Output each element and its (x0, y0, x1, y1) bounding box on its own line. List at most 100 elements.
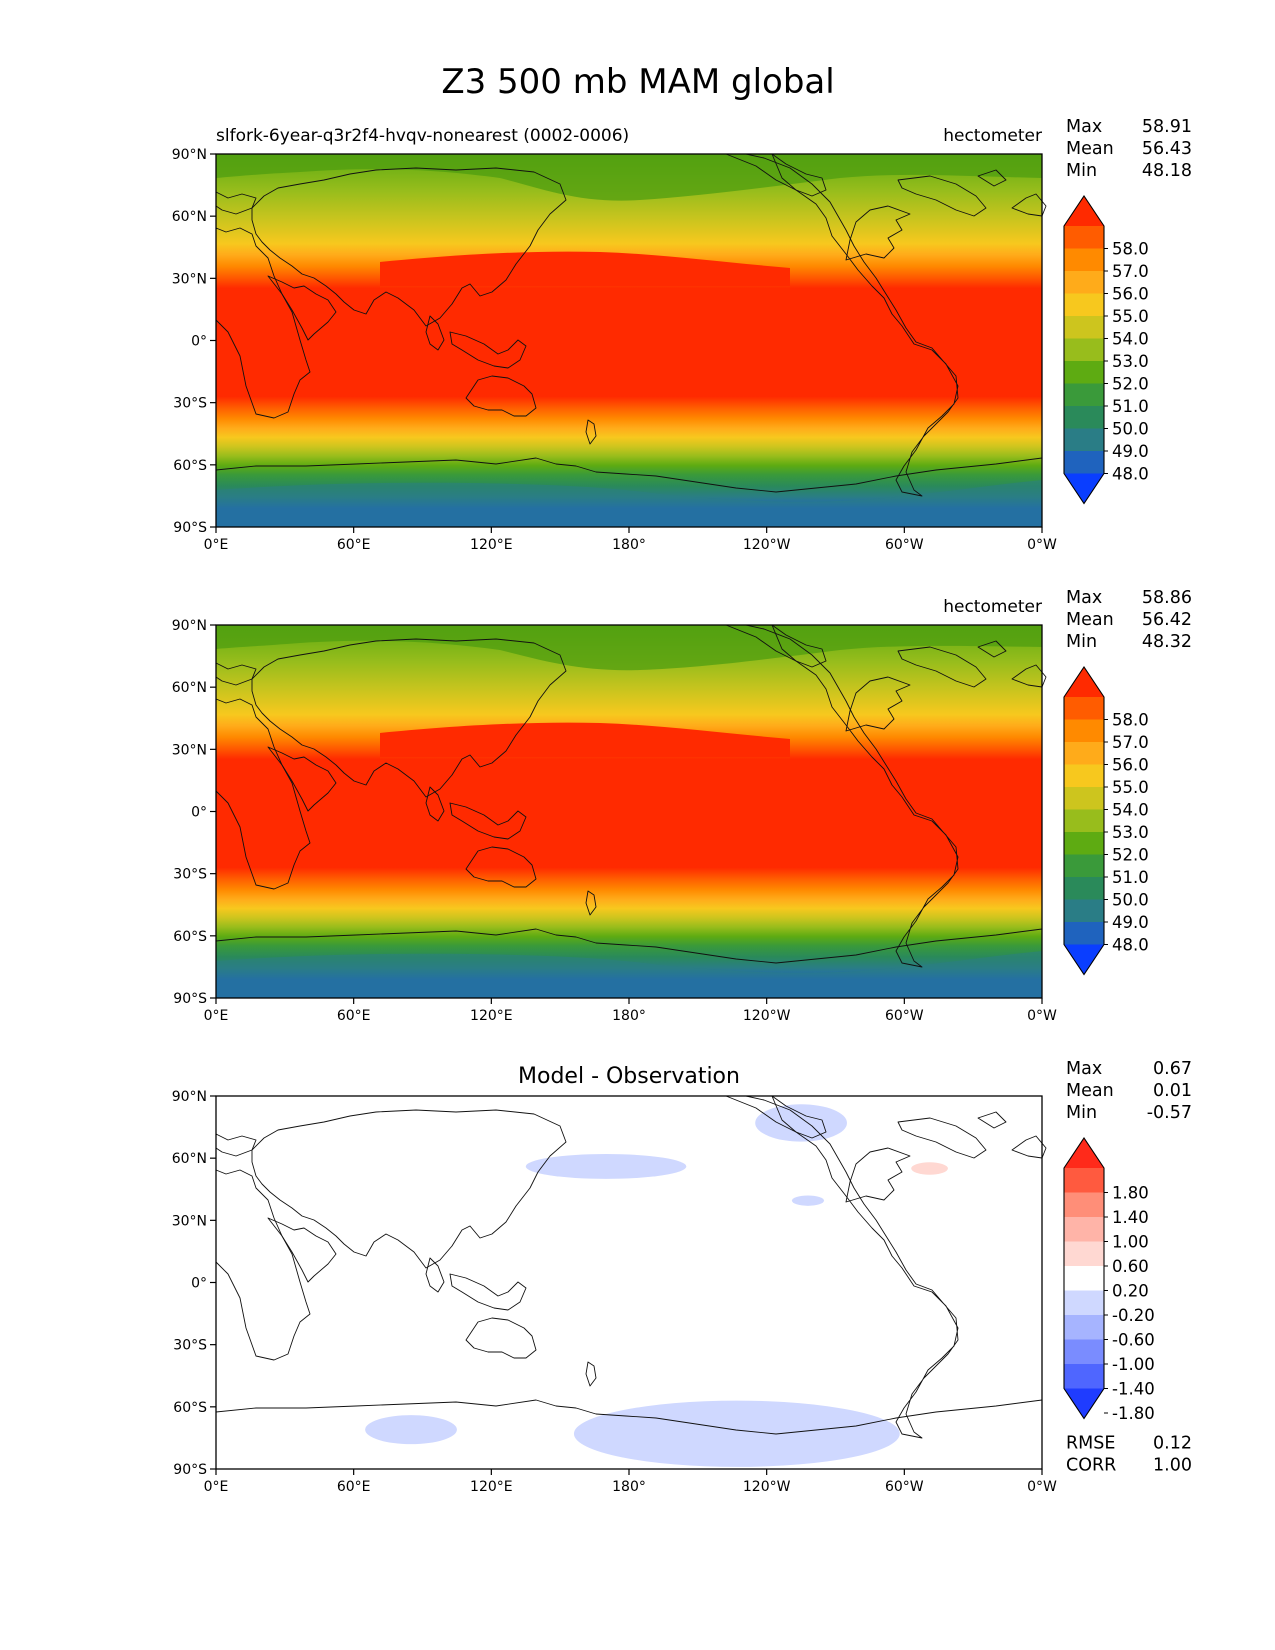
y-tick-label: 90°S (173, 520, 207, 536)
y-tick-label: 60°S (173, 929, 207, 945)
x-tick-label: 120°W (743, 1008, 791, 1024)
colorbar-label: 52.0 (1112, 846, 1149, 865)
y-tick-label: 90°S (173, 991, 207, 1007)
colorbar-label: 57.0 (1112, 733, 1149, 752)
colorbar-segment (1064, 697, 1104, 721)
anomaly-region (755, 1104, 847, 1142)
anomaly-region (525, 1154, 687, 1179)
panel-left-title: slfork-6year-q3r2f4-hvqv-nonearest (0002… (216, 126, 629, 146)
stat-label: Min (1066, 1103, 1097, 1123)
y-tick-label: 30°S (173, 1338, 207, 1354)
colorbar-segment (1064, 248, 1104, 272)
y-tick-label: 90°N (172, 147, 207, 163)
colorbar-segment (1064, 406, 1104, 430)
y-tick-label: 60°N (172, 680, 207, 696)
anomaly-region (702, 1195, 735, 1217)
stat-value: 1.00 (1153, 1456, 1192, 1476)
x-axis: 0°E 60°E 120°E 180° 120°W 60°W 0°W (204, 527, 1057, 553)
colorbar-segment (1064, 361, 1104, 385)
x-tick-label: 0°W (1027, 537, 1057, 553)
colorbar-extend-min (1064, 1388, 1104, 1419)
y-tick-label: 90°S (173, 1462, 207, 1478)
y-tick-label: 60°N (172, 1151, 207, 1167)
anomaly-region (216, 1154, 228, 1171)
x-tick-label: 120°E (470, 1008, 513, 1024)
colorbar-extend-max (1064, 667, 1104, 697)
x-tick-label: 60°W (885, 1008, 924, 1024)
colorbar-segment (1064, 1266, 1104, 1292)
colorbar-extend-min (1064, 473, 1104, 504)
colorbar-label: 53.0 (1112, 352, 1149, 371)
colorbar: 58.0 57.0 56.0 55.0 54.0 53.0 52.0 51.0 50.0 49.0… (1063, 666, 1149, 976)
anomaly-region (709, 1357, 847, 1397)
stat-value: 48.18 (1142, 161, 1192, 181)
stats-block: Max 0.67 Mean 0.01 Min -0.57 (1066, 1059, 1192, 1123)
y-tick-label: 60°S (173, 1400, 207, 1416)
colorbar-extend-max (1064, 196, 1104, 226)
colorbar-segment (1064, 1364, 1104, 1390)
panel-difference: Model - Observation 0°E 60°E 120°E 180° 120°… (172, 1059, 1192, 1495)
colorbar-segment (1064, 1217, 1104, 1243)
extra-stats-block: RMSE 0.12 CORR 1.00 (1066, 1434, 1192, 1476)
figure-title: Z3 500 mb MAM global (441, 62, 834, 102)
colorbar-segment (1064, 1339, 1104, 1365)
y-axis: 90°N 60°N 30°N 0° 30°S 60°S 90°S (172, 618, 216, 1007)
colorbar-label: 54.0 (1112, 801, 1149, 820)
colorbar-segment (1064, 271, 1104, 295)
colorbar-segment (1064, 1168, 1104, 1194)
stat-label: Mean (1066, 610, 1114, 630)
coastlines (215, 1095, 1047, 1439)
stat-label: Mean (1066, 139, 1114, 159)
y-tick-label: 30°N (172, 742, 207, 758)
colorbar-label: 51.0 (1112, 397, 1149, 416)
x-tick-label: 0°E (204, 1479, 229, 1495)
colorbar-segment (1064, 316, 1104, 340)
y-tick-label: 0° (191, 334, 207, 350)
y-tick-label: 0° (191, 805, 207, 821)
colorbar-segment (1064, 877, 1104, 901)
colorbar-segment (1064, 1241, 1104, 1267)
stat-value: -0.57 (1147, 1103, 1192, 1123)
stat-value: 0.67 (1153, 1059, 1192, 1079)
colorbar-segment (1064, 451, 1104, 475)
x-tick-label: 60°W (885, 537, 924, 553)
stat-value: 0.12 (1153, 1434, 1192, 1454)
colorbar-segment (1064, 809, 1104, 833)
colorbar-segment (1064, 1290, 1104, 1316)
x-tick-label: 0°W (1027, 1008, 1057, 1024)
y-tick-label: 0° (191, 1276, 207, 1292)
stat-label: Max (1066, 117, 1102, 137)
colorbar-segment (1064, 922, 1104, 946)
x-tick-label: 120°W (743, 1479, 791, 1495)
antarctic-band (216, 480, 1042, 527)
stat-value: 0.01 (1153, 1081, 1192, 1101)
colorbar-label: 48.0 (1112, 465, 1149, 484)
colorbar-label: 53.0 (1112, 823, 1149, 842)
x-tick-label: 60°W (885, 1479, 924, 1495)
stat-value: 56.43 (1142, 139, 1192, 159)
colorbar-label: -1.00 (1112, 1355, 1155, 1374)
colorbar-extend-max (1064, 1138, 1104, 1168)
stat-value: 56.42 (1142, 610, 1192, 630)
x-tick-label: 180° (612, 1008, 646, 1024)
tropical-bulge (380, 722, 790, 757)
colorbar-label: 1.80 (1112, 1184, 1149, 1203)
stat-value: 48.32 (1142, 632, 1192, 652)
tropical-bulge (380, 251, 790, 286)
y-tick-label: 60°S (173, 458, 207, 474)
field-background (216, 625, 1042, 998)
stats-block: Max 58.86 Mean 56.42 Min 48.32 (1066, 588, 1192, 652)
anomaly-region (573, 1400, 900, 1467)
colorbar-label: 50.0 (1112, 891, 1149, 910)
colorbar-label: 54.0 (1112, 330, 1149, 349)
arctic-band (216, 625, 1042, 671)
colorbar-label: 56.0 (1112, 285, 1149, 304)
coastlines (215, 153, 1047, 497)
stat-label: CORR (1066, 1456, 1116, 1476)
colorbar-segment (1064, 1192, 1104, 1218)
colorbar-segment (1064, 787, 1104, 811)
colorbar-label: 0.20 (1112, 1282, 1149, 1301)
antarctic-band (216, 951, 1042, 998)
colorbar-label: -0.20 (1112, 1306, 1155, 1325)
panel-reference: hectometer 0°E 60°E 120°E 180° 120°W 60°W 0° (172, 588, 1192, 1024)
